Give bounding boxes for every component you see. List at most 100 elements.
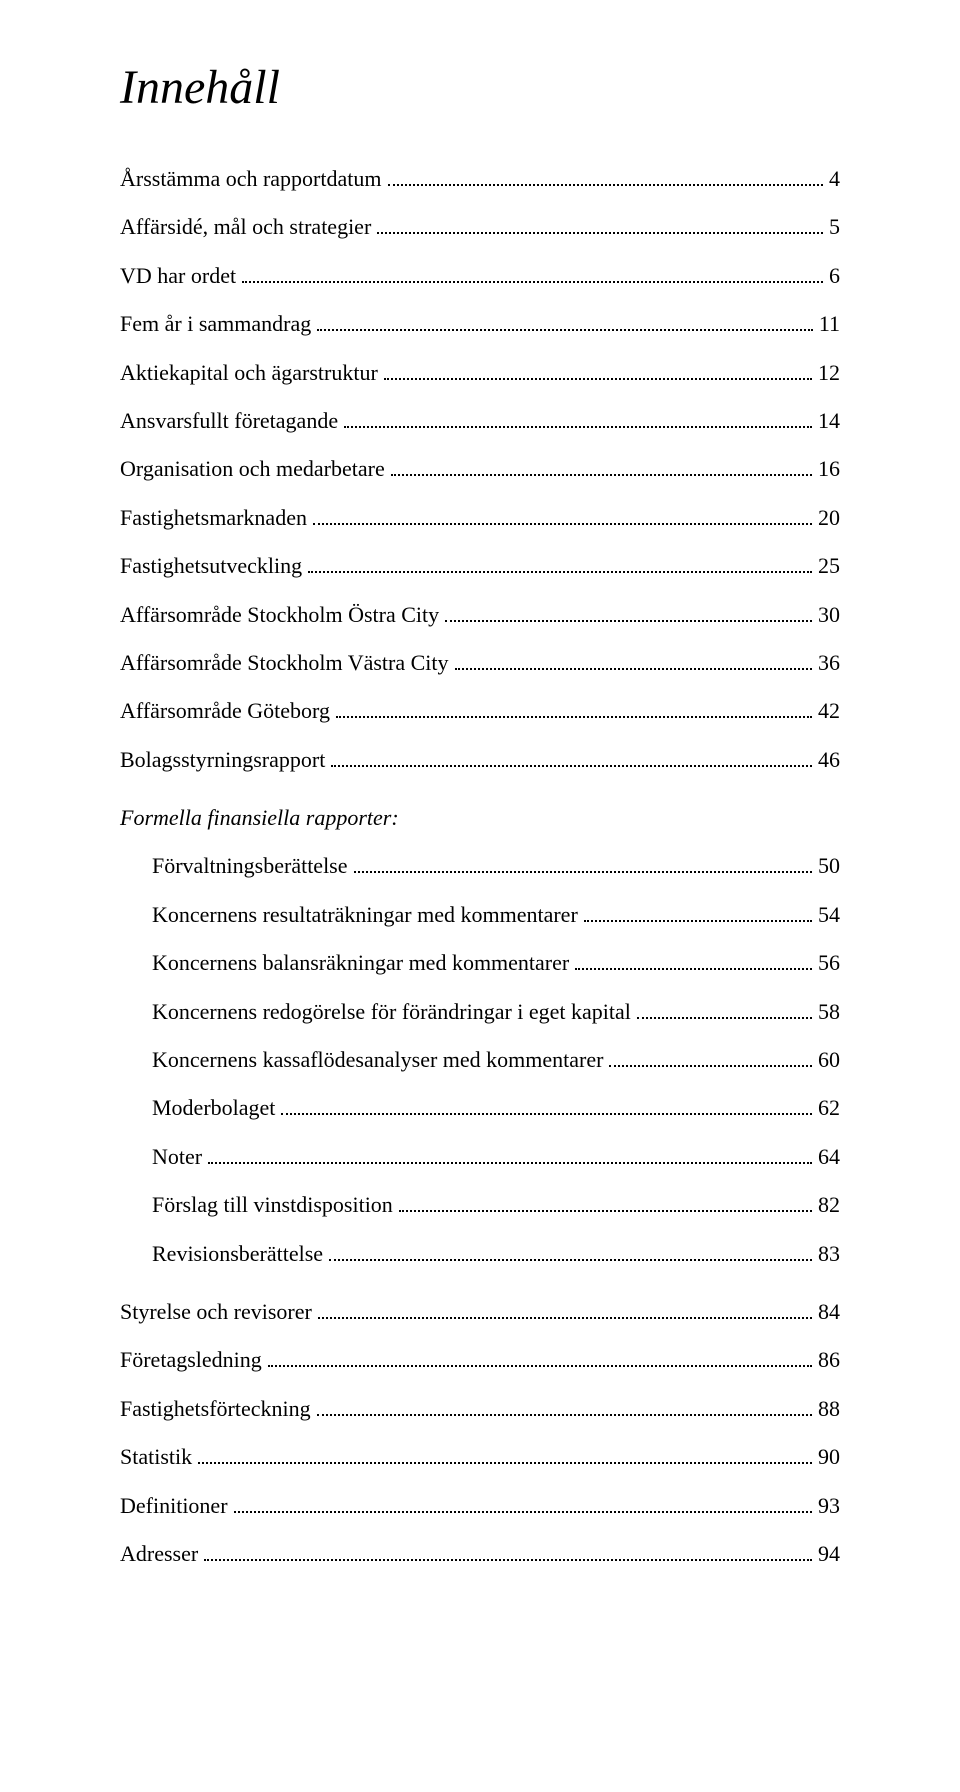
toc-page-number: 50 <box>818 842 840 890</box>
toc-leader-dots <box>637 1017 812 1019</box>
toc-entry: Koncernens resultaträkningar med komment… <box>120 891 840 939</box>
toc-label: Affärsidé, mål och strategier <box>120 203 371 251</box>
toc-label: Koncernens balansräkningar med kommentar… <box>152 939 569 987</box>
toc-label: Koncernens kassaflödesanalyser med komme… <box>152 1036 603 1084</box>
toc-page-number: 54 <box>818 891 840 939</box>
toc-entry: Fastighetsförteckning 88 <box>120 1385 840 1433</box>
toc-leader-dots <box>384 378 812 380</box>
toc-leader-dots <box>575 968 812 970</box>
toc-entry: Affärsidé, mål och strategier 5 <box>120 203 840 251</box>
toc-leader-dots <box>281 1113 812 1115</box>
toc-entry: Koncernens balansräkningar med kommentar… <box>120 939 840 987</box>
toc-page-number: 6 <box>829 252 840 300</box>
toc-label: Företagsledning <box>120 1336 262 1384</box>
toc-leader-dots <box>344 426 812 428</box>
toc-block-section: Förvaltningsberättelse 50 Koncernens resul… <box>120 842 840 1278</box>
toc-page-number: 16 <box>818 445 840 493</box>
toc-leader-dots <box>377 232 823 234</box>
toc-leader-dots <box>609 1065 812 1067</box>
toc-page-number: 25 <box>818 542 840 590</box>
toc-label: VD har ordet <box>120 252 236 300</box>
toc-page-number: 90 <box>818 1433 840 1481</box>
toc-block-main: Årsstämma och rapportdatum4Affärsidé, må… <box>120 155 840 784</box>
toc-label: Affärsområde Göteborg <box>120 687 330 735</box>
toc-label: Förvaltningsberättelse <box>152 842 348 890</box>
toc-leader-dots <box>198 1462 812 1464</box>
toc-entry: Koncernens redogörelse för förändringar … <box>120 988 840 1036</box>
toc-page-number: 46 <box>818 736 840 784</box>
toc-entry: Organisation och medarbetare 16 <box>120 445 840 493</box>
toc-label: Definitioner <box>120 1482 228 1530</box>
toc-page-number: 12 <box>818 349 840 397</box>
toc-page: Innehåll Årsstämma och rapportdatum4Affä… <box>0 0 960 1638</box>
toc-page-number: 88 <box>818 1385 840 1433</box>
toc-entry: Förvaltningsberättelse 50 <box>120 842 840 890</box>
toc-label: Ansvarsfullt företagande <box>120 397 338 445</box>
toc-entry: Definitioner93 <box>120 1482 840 1530</box>
toc-page-number: 42 <box>818 687 840 735</box>
toc-page-number: 11 <box>819 300 840 348</box>
toc-leader-dots <box>336 716 812 718</box>
toc-page-number: 94 <box>818 1530 840 1578</box>
toc-leader-dots <box>308 571 812 573</box>
toc-entry: Ansvarsfullt företagande 14 <box>120 397 840 445</box>
toc-leader-dots <box>329 1259 812 1261</box>
toc-label: Bolagsstyrningsrapport <box>120 736 325 784</box>
toc-label: Aktiekapital och ägarstruktur <box>120 349 378 397</box>
toc-entry: Adresser 94 <box>120 1530 840 1578</box>
toc-entry: Företagsledning 86 <box>120 1336 840 1384</box>
toc-leader-dots <box>584 920 812 922</box>
toc-leader-dots <box>208 1162 812 1164</box>
toc-entry: Statistik 90 <box>120 1433 840 1481</box>
toc-page-number: 5 <box>829 203 840 251</box>
toc-label: Statistik <box>120 1433 192 1481</box>
toc-leader-dots <box>399 1210 812 1212</box>
toc-label: Koncernens resultaträkningar med komment… <box>152 891 578 939</box>
section-header: Formella finansiella rapporter: <box>120 794 840 842</box>
toc-label: Fastighetsutveckling <box>120 542 302 590</box>
toc-page-number: 36 <box>818 639 840 687</box>
toc-page-number: 30 <box>818 591 840 639</box>
toc-leader-dots <box>445 620 812 622</box>
toc-page-number: 14 <box>818 397 840 445</box>
toc-label: Organisation och medarbetare <box>120 445 385 493</box>
toc-entry: Fastighetsutveckling 25 <box>120 542 840 590</box>
toc-leader-dots <box>388 184 824 186</box>
toc-leader-dots <box>313 523 812 525</box>
toc-entry: Moderbolaget62 <box>120 1084 840 1132</box>
toc-leader-dots <box>391 474 812 476</box>
toc-page-number: 82 <box>818 1181 840 1229</box>
toc-leader-dots <box>317 1414 812 1416</box>
toc-entry: Noter 64 <box>120 1133 840 1181</box>
toc-entry: Affärsområde Stockholm Västra City36 <box>120 639 840 687</box>
page-title: Innehåll <box>120 60 840 115</box>
toc-page-number: 64 <box>818 1133 840 1181</box>
toc-page-number: 83 <box>818 1230 840 1278</box>
toc-entry: Koncernens kassaflödesanalyser med komme… <box>120 1036 840 1084</box>
toc-label: Fastighetsförteckning <box>120 1385 311 1433</box>
toc-label: Noter <box>152 1133 202 1181</box>
toc-label: Fem år i sammandrag <box>120 300 311 348</box>
toc-label: Årsstämma och rapportdatum <box>120 155 382 203</box>
toc-page-number: 20 <box>818 494 840 542</box>
toc-entry: Revisionsberättelse83 <box>120 1230 840 1278</box>
toc-page-number: 60 <box>818 1036 840 1084</box>
toc-label: Fastighetsmarknaden <box>120 494 307 542</box>
toc-entry: Affärsområde Stockholm Östra City30 <box>120 591 840 639</box>
toc-leader-dots <box>317 329 813 331</box>
toc-label: Adresser <box>120 1530 198 1578</box>
toc-page-number: 58 <box>818 988 840 1036</box>
toc-leader-dots <box>354 871 812 873</box>
toc-entry: Styrelse och revisorer84 <box>120 1288 840 1336</box>
toc-page-number: 84 <box>818 1288 840 1336</box>
toc-entry: Årsstämma och rapportdatum4 <box>120 155 840 203</box>
toc-entry: VD har ordet 6 <box>120 252 840 300</box>
toc-entry: Aktiekapital och ägarstruktur 12 <box>120 349 840 397</box>
toc-entry: Affärsområde Göteborg 42 <box>120 687 840 735</box>
toc-page-number: 56 <box>818 939 840 987</box>
toc-block-trailing: Styrelse och revisorer84Företagsledning 8… <box>120 1288 840 1578</box>
toc-label: Förslag till vinstdisposition <box>152 1181 393 1229</box>
toc-page-number: 86 <box>818 1336 840 1384</box>
toc-leader-dots <box>242 281 823 283</box>
toc-leader-dots <box>318 1317 812 1319</box>
